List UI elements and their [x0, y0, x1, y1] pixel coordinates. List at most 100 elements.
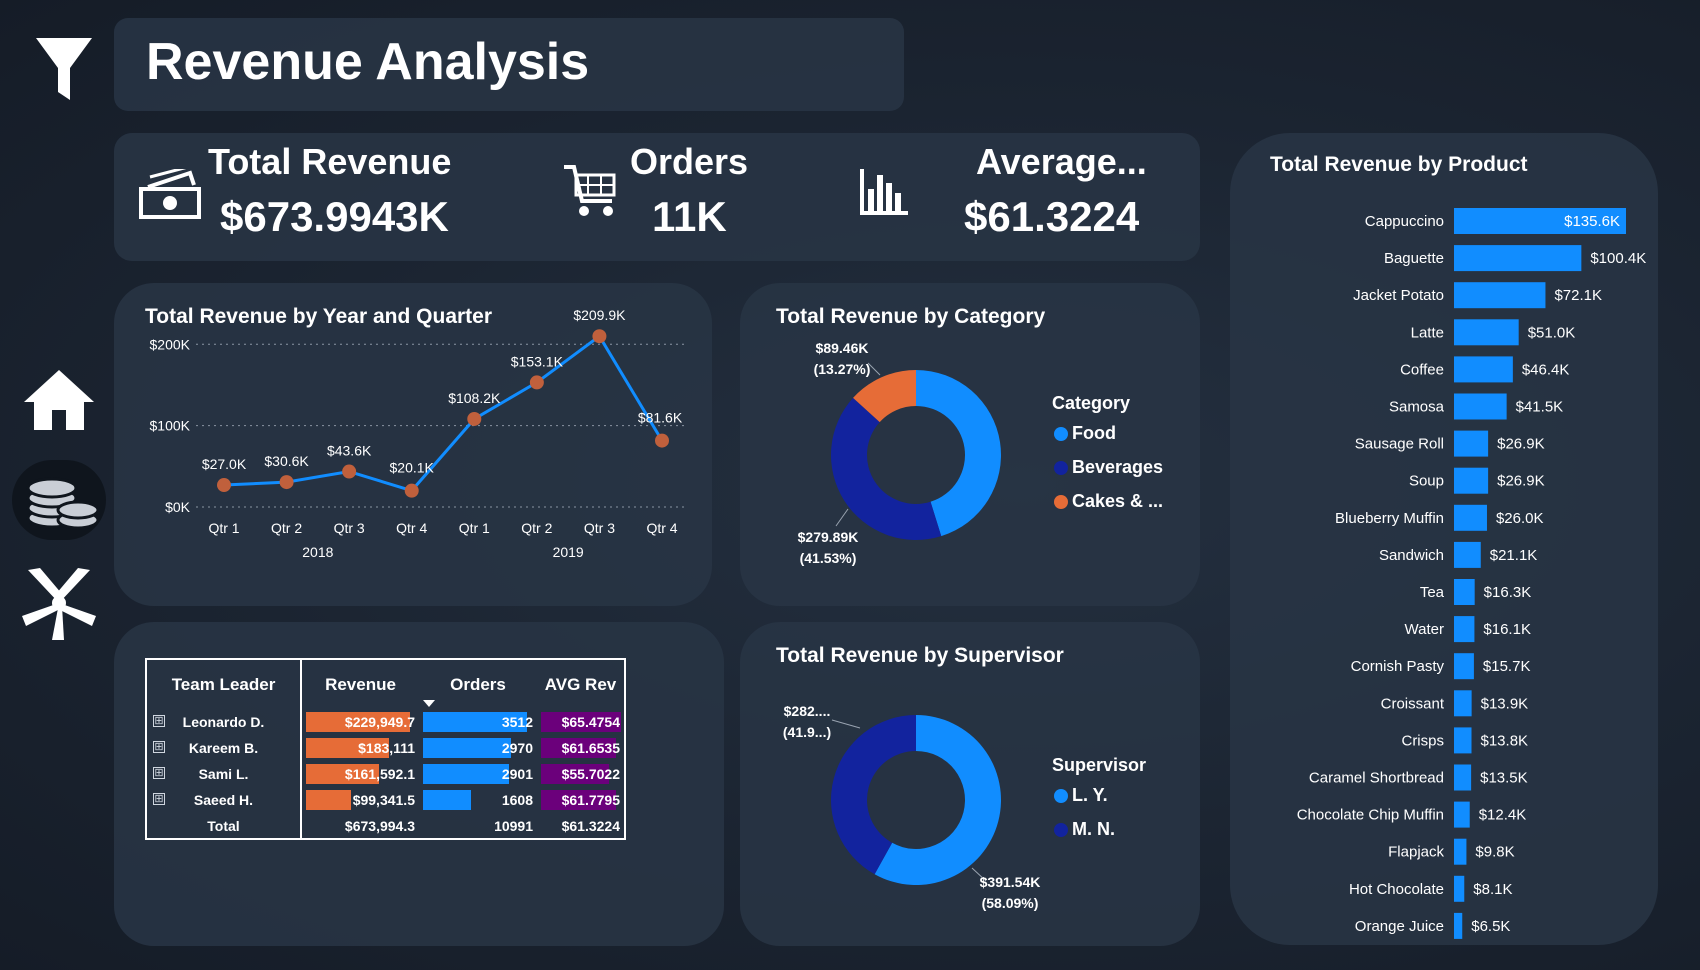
revenue-bar: [306, 764, 379, 784]
team-hands-icon[interactable]: [18, 564, 100, 642]
expand-icon[interactable]: ⊞: [153, 741, 165, 753]
x-tick-label: Qtr 2: [521, 520, 552, 536]
cell-text: $161,592.1: [344, 766, 415, 782]
bar: [1454, 356, 1513, 383]
legend-dot: [1054, 788, 1068, 803]
y-tick-label: $200K: [150, 336, 191, 352]
bar: [1454, 690, 1472, 717]
expand-icon[interactable]: ⊞: [153, 715, 165, 727]
data-label: $21.1K: [1490, 547, 1538, 564]
revenue-bar: [306, 712, 410, 732]
chart-title: Total Revenue by Supervisor: [776, 644, 1064, 667]
x-tick-label: Qtr 4: [396, 520, 427, 536]
table-row[interactable]: ⊞ Sami L. $161,592.1 2901 $55.7022: [146, 761, 625, 787]
legend-item-ly[interactable]: L. Y.: [1054, 785, 1108, 806]
legend-item-mn[interactable]: M. N.: [1054, 819, 1115, 840]
table-body: ⊞ Leonardo D. $229,949.7 3512 $65.4754 ⊞ Karee…: [146, 709, 625, 839]
cell-text: $61.7795: [561, 792, 620, 808]
legend-label: Food: [1072, 423, 1116, 443]
column-header-orders[interactable]: Orders: [419, 659, 537, 709]
data-label-percent: (41.9...): [783, 724, 831, 740]
x-tick-label: Qtr 3: [584, 520, 615, 536]
data-label: $15.7K: [1483, 658, 1531, 675]
cell-text: $65.4754: [561, 714, 620, 730]
data-point: [529, 375, 544, 390]
leader-line: [835, 508, 849, 527]
product-bar-chart: Cappuccino $135.6K Baguette $100.4K Jacket P…: [1297, 208, 1646, 939]
x-tick-label: Qtr 2: [271, 520, 302, 536]
cell-team-leader: ⊞ Saeed H.: [146, 787, 302, 813]
kpi-value: $61.3224: [964, 193, 1140, 240]
category-label: Samosa: [1389, 399, 1445, 416]
filter-icon[interactable]: [34, 36, 94, 102]
table-row[interactable]: ⊞ Saeed H. $99,341.5 1608 $61.7795: [146, 787, 625, 813]
category-label: Baguette: [1384, 250, 1444, 267]
expand-icon[interactable]: ⊞: [153, 767, 165, 779]
bar: [1454, 504, 1487, 531]
category-label: Soup: [1409, 473, 1444, 490]
avg-bar: [541, 790, 616, 810]
category-label: Cappuccino: [1365, 213, 1444, 230]
revenue-by-category-card: Total Revenue by Category $89.46K (13.27%…: [740, 283, 1200, 606]
cell-text: 2970: [501, 740, 533, 756]
bar: [1454, 393, 1507, 420]
data-label: $51.0K: [1528, 324, 1576, 341]
expand-icon[interactable]: ⊞: [153, 793, 165, 805]
leader-line: [971, 867, 987, 882]
legend-item-food[interactable]: Food: [1054, 423, 1116, 444]
revenue-by-quarter-card: Total Revenue by Year and Quarter $0K $10…: [114, 283, 712, 606]
data-point: [655, 433, 669, 448]
bar: [1454, 838, 1467, 865]
bar: [1454, 727, 1472, 754]
table-row[interactable]: ⊞ Leonardo D. $229,949.7 3512 $65.4754: [146, 709, 625, 735]
cell-text: Kareem B.: [188, 740, 259, 756]
line-chart: $0K $100K $200K $27.0K Qtr 1 $30.6K Qtr 2 $43.6…: [150, 307, 686, 560]
cell-avg-rev: $55.7022: [537, 761, 625, 787]
team-leader-card: Team Leader Revenue Orders AVG Rev ⊞ Leon…: [114, 622, 724, 946]
avg-bar: [541, 712, 621, 732]
home-icon[interactable]: [22, 366, 96, 432]
data-label-percent: (41.53%): [800, 550, 857, 566]
cell-text: $99,341.5: [352, 792, 415, 808]
table-header-row: Team Leader Revenue Orders AVG Rev: [146, 659, 625, 709]
sort-arrow-icon: [423, 700, 435, 707]
legend-item-cakes[interactable]: Cakes & ...: [1054, 491, 1163, 512]
data-label: $8.1K: [1473, 881, 1512, 898]
data-label: $153.1K: [511, 353, 564, 369]
category-label: Sausage Roll: [1355, 436, 1444, 453]
leader-line: [831, 719, 861, 729]
y-tick-label: $100K: [150, 418, 191, 434]
data-label: $9.8K: [1475, 844, 1514, 861]
column-header-revenue[interactable]: Revenue: [325, 674, 396, 694]
cell-team-leader: ⊞ Sami L.: [146, 761, 302, 787]
revenue-bar: [306, 790, 351, 810]
data-label: $6.5K: [1471, 918, 1510, 935]
bar: [1454, 579, 1475, 605]
kpi-value: $673.9943K: [220, 193, 449, 240]
category-label: Latte: [1411, 324, 1444, 341]
column-header-avg-rev[interactable]: AVG Rev: [544, 674, 617, 694]
pie-slice: [830, 397, 942, 540]
bar: [1454, 319, 1519, 346]
category-label: Water: [1405, 621, 1444, 638]
category-label: Caramel Shortbread: [1309, 770, 1444, 787]
series-line: [223, 334, 664, 493]
legend-item-beverages[interactable]: Beverages: [1054, 457, 1163, 478]
orders-bar: [423, 790, 471, 810]
legend-label: M. N.: [1072, 819, 1115, 839]
page-title: Revenue Analysis: [146, 33, 590, 91]
data-label: $16.3K: [1484, 584, 1532, 601]
bar: [1454, 430, 1489, 457]
coins-nav-button[interactable]: [12, 460, 106, 540]
category-label: Jacket Potato: [1353, 287, 1444, 304]
revenue-by-supervisor-card: Total Revenue by Supervisor $282.... (41.…: [740, 622, 1200, 946]
cell-orders: 2970: [419, 735, 537, 761]
revenue-by-product-card: Total Revenue by Product Cappuccino $135.…: [1230, 133, 1658, 945]
table-row[interactable]: ⊞ Kareem B. $183,111 2970 $61.6535: [146, 735, 625, 761]
cell-team-leader: ⊞ Leonardo D.: [146, 709, 302, 735]
pie-slice: [853, 370, 916, 423]
column-header-team-leader[interactable]: Team Leader: [146, 659, 302, 709]
data-label: $13.5K: [1480, 770, 1528, 787]
y-tick-label: $0K: [165, 499, 191, 515]
money-icon: [139, 169, 201, 219]
